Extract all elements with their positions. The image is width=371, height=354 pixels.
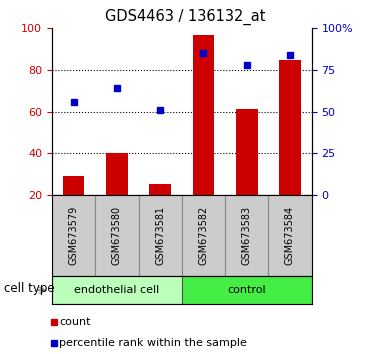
Bar	[150, 184, 171, 195]
Bar	[182, 195, 225, 276]
Text: GDS4463 / 136132_at: GDS4463 / 136132_at	[105, 9, 266, 25]
Text: endothelial cell: endothelial cell	[74, 285, 160, 295]
Text: GSM673584: GSM673584	[285, 206, 295, 265]
Bar	[95, 195, 138, 276]
Bar	[52, 195, 95, 276]
Text: GSM673583: GSM673583	[242, 206, 252, 265]
Text: count: count	[59, 317, 91, 327]
Bar	[52, 276, 182, 304]
Bar	[138, 195, 182, 276]
Bar	[236, 109, 257, 195]
Text: percentile rank within the sample: percentile rank within the sample	[59, 338, 247, 348]
Text: control: control	[227, 285, 266, 295]
Text: cell type: cell type	[4, 282, 54, 295]
Bar	[268, 195, 312, 276]
Bar	[63, 176, 85, 195]
Bar	[106, 153, 128, 195]
Text: GSM673580: GSM673580	[112, 206, 122, 265]
Text: GSM673582: GSM673582	[198, 206, 209, 265]
Bar	[279, 59, 301, 195]
Bar	[182, 276, 312, 304]
Bar	[225, 195, 268, 276]
Text: GSM673581: GSM673581	[155, 206, 165, 265]
Text: GSM673579: GSM673579	[69, 206, 79, 265]
Bar	[193, 35, 214, 195]
